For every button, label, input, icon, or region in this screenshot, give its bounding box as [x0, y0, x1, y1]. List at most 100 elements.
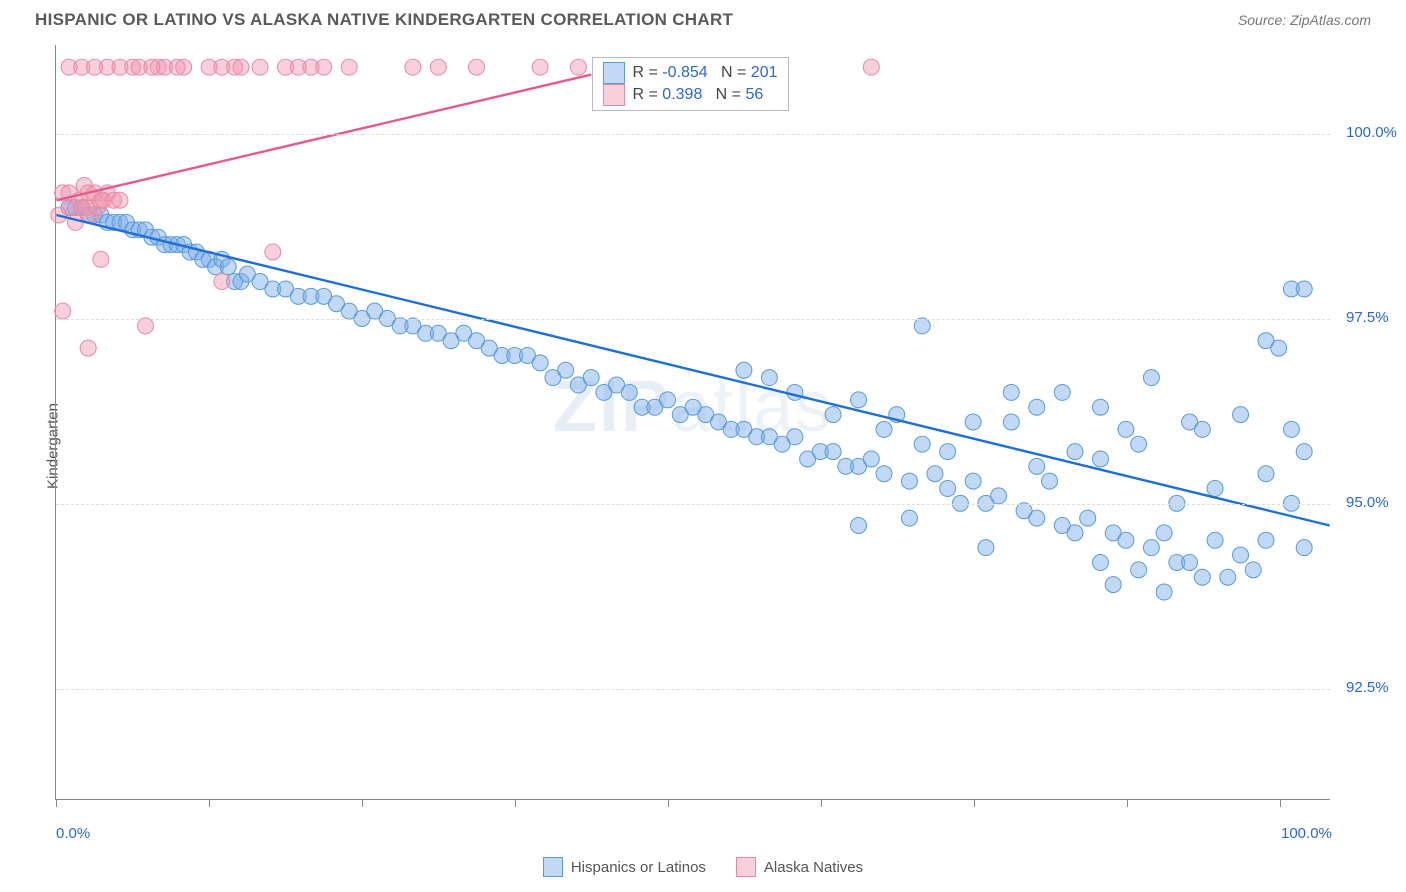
ytick-label: 97.5%: [1346, 309, 1389, 326]
data-point: [991, 488, 1007, 504]
data-point: [1156, 525, 1172, 541]
stat-text: R = 0.398 N = 56: [633, 86, 764, 104]
data-point: [1258, 466, 1274, 482]
data-point: [787, 384, 803, 400]
data-point: [1067, 525, 1083, 541]
data-point: [176, 59, 192, 75]
legend-swatch: [543, 857, 563, 877]
data-point: [1067, 444, 1083, 460]
data-point: [1233, 407, 1249, 423]
data-point: [1131, 436, 1147, 452]
xtick: [668, 799, 669, 807]
data-point: [901, 473, 917, 489]
data-point: [825, 407, 841, 423]
ytick-label: 100.0%: [1346, 124, 1397, 141]
data-point: [1118, 532, 1134, 548]
data-point: [1143, 540, 1159, 556]
data-point: [863, 59, 879, 75]
gridline: [56, 689, 1330, 690]
data-point: [55, 303, 71, 319]
data-point: [1054, 384, 1070, 400]
data-point: [851, 392, 867, 408]
data-point: [144, 59, 160, 75]
data-point: [1029, 458, 1045, 474]
stat-swatch: [603, 62, 625, 84]
legend-item: Alaska Natives: [736, 857, 863, 877]
data-point: [1182, 414, 1198, 430]
data-point: [214, 274, 230, 290]
data-point: [532, 355, 548, 371]
data-point: [1233, 547, 1249, 563]
xtick: [1127, 799, 1128, 807]
legend-swatch: [736, 857, 756, 877]
xtick-label-min: 0.0%: [56, 825, 90, 842]
data-point: [761, 370, 777, 386]
data-point: [67, 214, 83, 230]
xtick: [362, 799, 363, 807]
data-point: [787, 429, 803, 445]
data-point: [1105, 577, 1121, 593]
data-point: [1207, 532, 1223, 548]
data-point: [583, 370, 599, 386]
data-point: [1029, 510, 1045, 526]
stat-swatch: [603, 84, 625, 106]
data-point: [265, 244, 281, 260]
legend-label: Alaska Natives: [764, 859, 863, 876]
data-point: [965, 473, 981, 489]
data-point: [978, 540, 994, 556]
legend-label: Hispanics or Latinos: [571, 859, 706, 876]
ytick-label: 95.0%: [1346, 494, 1389, 511]
xtick: [1280, 799, 1281, 807]
data-point: [621, 384, 637, 400]
data-point: [93, 251, 109, 267]
source-attribution: Source: ZipAtlas.com: [1238, 12, 1371, 28]
data-point: [1003, 414, 1019, 430]
xtick-label-max: 100.0%: [1281, 825, 1332, 842]
data-point: [1092, 399, 1108, 415]
data-point: [233, 59, 249, 75]
data-point: [1283, 421, 1299, 437]
data-point: [430, 59, 446, 75]
data-point: [1131, 562, 1147, 578]
stat-row: R = 0.398 N = 56: [603, 84, 778, 106]
xtick: [821, 799, 822, 807]
data-point: [1029, 399, 1045, 415]
data-point: [558, 362, 574, 378]
data-point: [1156, 584, 1172, 600]
ytick-label: 92.5%: [1346, 679, 1389, 696]
scatter-plot-svg: [56, 45, 1330, 799]
data-point: [1207, 481, 1223, 497]
data-point: [341, 59, 357, 75]
data-point: [736, 362, 752, 378]
data-point: [1080, 510, 1096, 526]
data-point: [940, 481, 956, 497]
data-point: [1092, 554, 1108, 570]
chart-plot-area: ZIPatlas 92.5%95.0%97.5%100.0%0.0%100.0%…: [55, 45, 1330, 800]
xtick: [56, 799, 57, 807]
data-point: [1258, 532, 1274, 548]
stat-text: R = -0.854 N = 201: [633, 64, 778, 82]
data-point: [863, 451, 879, 467]
data-point: [220, 259, 236, 275]
data-point: [112, 192, 128, 208]
data-point: [87, 59, 103, 75]
data-point: [137, 318, 153, 334]
data-point: [825, 444, 841, 460]
data-point: [252, 59, 268, 75]
data-point: [927, 466, 943, 482]
xtick: [209, 799, 210, 807]
data-point: [1296, 281, 1312, 297]
stat-row: R = -0.854 N = 201: [603, 62, 778, 84]
data-point: [876, 466, 892, 482]
data-point: [316, 59, 332, 75]
xtick: [974, 799, 975, 807]
correlation-stat-box: R = -0.854 N = 201 R = 0.398 N = 56: [592, 57, 789, 111]
data-point: [1092, 451, 1108, 467]
gridline: [56, 504, 1330, 505]
data-point: [876, 421, 892, 437]
chart-title: HISPANIC OR LATINO VS ALASKA NATIVE KIND…: [35, 10, 733, 30]
gridline: [56, 134, 1330, 135]
trend-line: [56, 215, 1329, 525]
legend-item: Hispanics or Latinos: [543, 857, 706, 877]
data-point: [914, 318, 930, 334]
